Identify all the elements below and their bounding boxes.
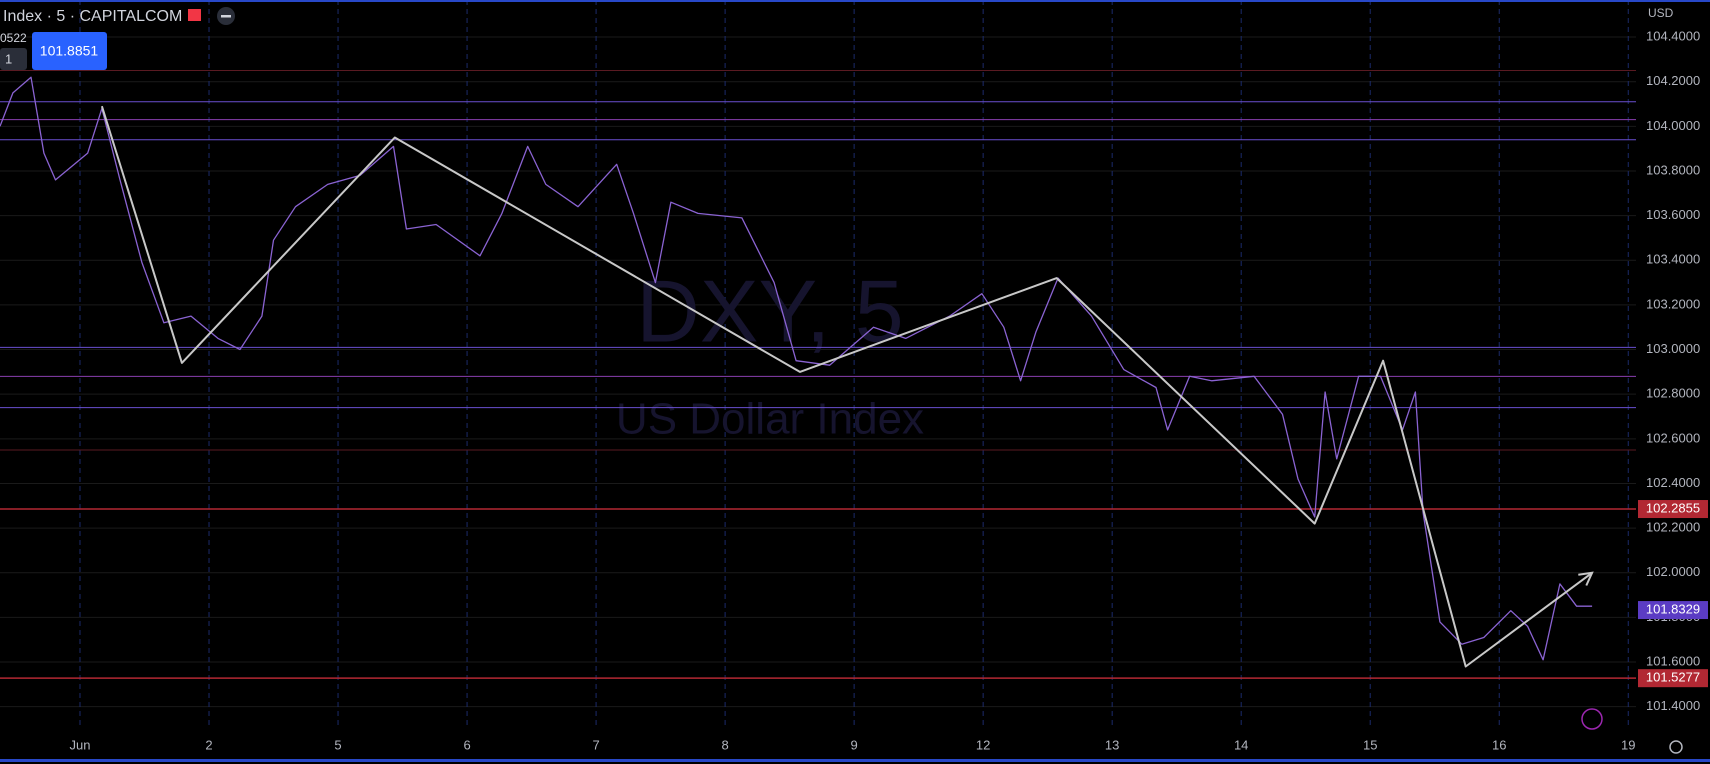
y-tick-label: 104.2000 [1646,73,1700,88]
y-tick-label: 103.0000 [1646,341,1700,356]
zigzag-line [100,105,1593,668]
x-tick-label: 19 [1621,737,1635,752]
level-tag-text: 101.5277 [1646,670,1700,685]
settings-button[interactable] [1669,740,1683,754]
x-tick-label: 8 [721,737,728,752]
arrow-head [1578,571,1594,586]
watermark: DXY, 5 US Dollar Index [616,261,924,443]
y-tick-label: 103.2000 [1646,296,1700,311]
y-tick-label: 102.6000 [1646,430,1700,445]
collapse-icon [221,15,231,18]
y-tick-label: 103.6000 [1646,207,1700,222]
level-tag [1638,500,1708,519]
price-tag[interactable]: 101.8851 [40,43,99,59]
x-tick-label: 5 [334,737,341,752]
lightning-button[interactable] [1581,708,1603,730]
x-tick-label: 16 [1492,737,1506,752]
left-value: 0522 [0,31,27,45]
level-tag [1638,669,1708,688]
plot [0,76,1594,668]
last-price-tag [1638,601,1708,620]
price-tag-box[interactable] [32,32,107,70]
x-tick-label: 15 [1363,737,1377,752]
flag-icon[interactable] [188,9,201,21]
x-tick-label: Jun [70,737,91,752]
y-tick-label: 102.2000 [1646,520,1700,535]
y-tick-label: 104.0000 [1646,118,1700,133]
left-box [0,48,27,70]
level-tag-text: 102.2855 [1646,500,1700,515]
header: Index · 5 · CAPITALCOM 0522 1 101.8851 U… [0,6,1683,754]
watermark-name: US Dollar Index [616,395,924,444]
symbol-title[interactable]: Index · 5 · CAPITALCOM [3,8,182,25]
left-value: 1 [5,51,12,66]
y-tick-label: 101.6000 [1646,653,1700,668]
y-tick-label: 103.8000 [1646,162,1700,177]
x-tick-label: 6 [463,737,470,752]
grid [0,0,1636,729]
watermark-symbol: DXY, 5 [636,261,903,360]
currency[interactable]: USD [1648,6,1674,20]
y-tick-label: 102.0000 [1646,564,1700,579]
bottom-border [0,759,1710,762]
x-tick-label: 7 [592,737,599,752]
y-tick-label: 102.4000 [1646,475,1700,490]
y-tick-label: 102.8000 [1646,386,1700,401]
y-tick-label: 104.4000 [1646,28,1700,43]
x-tick-label: 12 [976,737,990,752]
y-tick-label: 103.4000 [1646,252,1700,267]
y-tick-label: 101.4000 [1646,698,1700,713]
price-line [0,76,1593,661]
axes: 101.4000101.6000101.8000102.0000102.2000… [70,28,1708,752]
last-price-text: 101.8329 [1646,601,1700,616]
x-tick-label: 9 [851,737,858,752]
top-border [0,0,1710,2]
x-tick-label: 13 [1105,737,1119,752]
levels [0,70,1636,679]
x-tick-label: 2 [205,737,212,752]
x-tick-label: 14 [1234,737,1248,752]
